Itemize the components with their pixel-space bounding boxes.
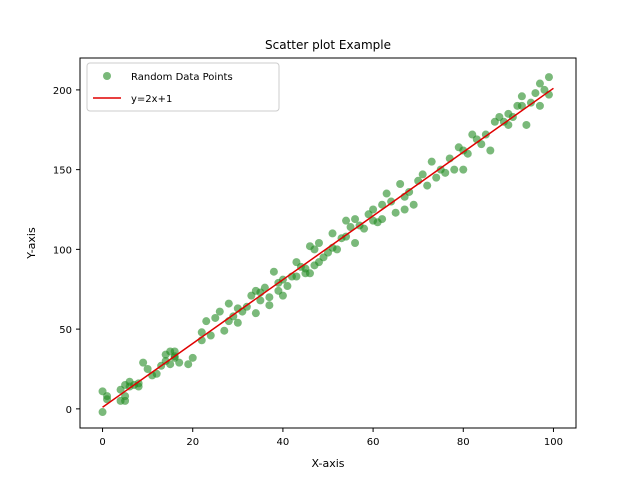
data-point [477,140,486,149]
legend-scatter-marker [103,72,111,80]
data-point [450,165,459,174]
y-tick-label: 100 [53,245,72,256]
data-point [184,360,193,369]
data-point [486,146,495,155]
data-point [351,215,360,224]
chart-title: Scatter plot Example [265,38,391,52]
data-point [170,347,179,356]
data-point [269,267,278,276]
data-point [378,215,387,224]
data-point [242,302,251,311]
data-point [251,309,260,318]
data-point [522,120,531,129]
data-point [459,165,468,174]
data-point [387,197,396,206]
data-point [535,79,544,88]
legend-box [86,62,280,112]
fit-line [102,87,554,408]
data-point [224,299,233,308]
data-point [260,283,269,292]
data-point [423,181,432,190]
data-point [396,179,405,188]
data-point [211,313,220,322]
data-point [463,149,472,158]
x-tick-label: 20 [186,437,199,448]
data-point [504,120,513,129]
data-point [265,293,274,302]
data-point [310,245,319,254]
legend: Random Data Points y=2x+1 [86,62,280,112]
y-tick-label: 200 [53,86,72,97]
data-point [441,168,450,177]
data-point [215,307,224,316]
data-point [256,296,265,305]
data-point [418,170,427,179]
data-point [188,353,197,362]
legend-label-scatter: Random Data Points [131,72,233,83]
data-point [229,312,238,321]
y-tick-label: 50 [59,325,72,336]
axes-frame [79,57,577,429]
data-point [265,301,274,310]
data-point [360,224,369,233]
y-tick-label: 150 [53,166,72,177]
y-axis-label: Y-axis [25,227,38,260]
data-point [432,173,441,182]
data-point [220,326,229,335]
data-point [351,239,360,247]
legend-label-line: y=2x+1 [131,94,172,105]
data-point [278,291,287,300]
data-point [121,396,130,405]
data-point [342,216,351,225]
data-point [134,379,143,388]
data-point [314,239,323,247]
data-point [409,200,418,209]
data-point [369,205,378,214]
data-point [427,157,436,166]
data-point [517,101,526,110]
data-point [378,200,387,209]
data-point [103,395,112,404]
data-point [175,358,184,367]
data-point [292,272,301,281]
data-point [283,282,292,291]
x-tick-label: 0 [99,437,105,448]
plot-area [98,73,554,417]
y-tick-label: 0 [66,405,72,416]
data-point [197,328,206,337]
data-point [400,205,409,214]
data-point [143,364,152,373]
data-point [481,130,490,139]
data-point [544,73,553,82]
data-point [328,229,337,238]
data-point [342,232,351,241]
x-axis-label: X-axis [312,457,345,470]
data-point [152,369,161,378]
data-point [526,98,535,107]
data-point [139,358,148,367]
data-point [206,331,215,340]
data-point [202,317,211,326]
data-point [166,360,175,369]
data-point [305,269,314,278]
data-point [382,189,391,198]
data-point [405,187,414,196]
x-tick-label: 40 [277,437,290,448]
data-point [98,408,107,417]
x-tick-label: 100 [544,437,563,448]
x-tick-label: 80 [457,437,470,448]
data-point [517,92,526,101]
data-point [535,101,544,110]
data-point [391,208,400,217]
data-point [346,223,355,232]
data-point [233,318,242,327]
data-point [531,89,540,98]
data-point [333,245,342,254]
x-tick-label: 60 [367,437,380,448]
axis-ticks: 0 20 40 60 80 100 0 50 100 150 200 [53,86,563,448]
